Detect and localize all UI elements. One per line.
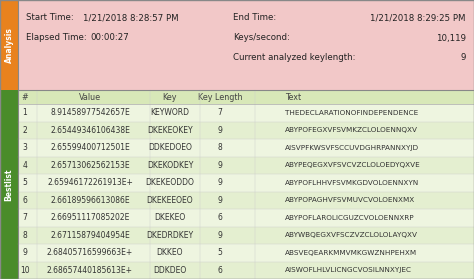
Text: 9: 9 xyxy=(218,178,222,187)
Text: 2.67115879404954E: 2.67115879404954E xyxy=(50,231,130,240)
Text: ABYPOFEGXVFSVMKZCLOLOENNQXV: ABYPOFEGXVFSVMKZCLOLOENNQXV xyxy=(285,127,418,133)
Text: 2.68657440185613E+: 2.68657440185613E+ xyxy=(47,266,133,275)
Text: 7: 7 xyxy=(218,108,222,117)
Text: ABYPOPAGHVFSVMUVCVOLOENXMX: ABYPOPAGHVFSVMUVCVOLOENXMX xyxy=(285,197,415,203)
Bar xyxy=(18,157,474,174)
Text: AISWOFLHLVLICNGCVOSILNNXYJEC: AISWOFLHLVLICNGCVOSILNNXYJEC xyxy=(285,267,412,273)
Text: 2: 2 xyxy=(23,126,27,135)
Text: 6: 6 xyxy=(23,196,27,205)
Text: DKEKEOKEY: DKEKEOKEY xyxy=(147,126,193,135)
Text: 2.65449346106438E: 2.65449346106438E xyxy=(50,126,130,135)
Text: ABYWBQEGXVFSCZVZCLOLOLAYQXV: ABYWBQEGXVFSCZVZCLOLOLAYQXV xyxy=(285,232,418,238)
Text: DKEKEODDO: DKEKEODDO xyxy=(146,178,194,187)
Text: Text: Text xyxy=(285,93,301,102)
Text: 1: 1 xyxy=(23,108,27,117)
Text: 00:00:27: 00:00:27 xyxy=(90,33,129,42)
Text: DKEDRDKEY: DKEDRDKEY xyxy=(146,231,193,240)
Text: AISVPFKWSVFSCCUVDGHRPANNXYJD: AISVPFKWSVFSCCUVDGHRPANNXYJD xyxy=(285,145,419,151)
Text: 9: 9 xyxy=(461,54,466,62)
Bar xyxy=(18,261,474,279)
Text: DDKEDOEO: DDKEDOEO xyxy=(148,143,192,152)
Text: #: # xyxy=(22,93,28,102)
Text: 9: 9 xyxy=(218,126,222,135)
Text: 2.68405716599663E+: 2.68405716599663E+ xyxy=(47,248,133,257)
Bar xyxy=(18,90,474,104)
Text: 1/21/2018 8:29:25 PM: 1/21/2018 8:29:25 PM xyxy=(371,13,466,23)
Text: Value: Value xyxy=(79,93,101,102)
Text: 7: 7 xyxy=(23,213,27,222)
Text: ABYPEQEGXVFSVCVZCLOLOEDYQXVE: ABYPEQEGXVFSVCVZCLOLOEDYQXVE xyxy=(285,162,421,168)
Bar xyxy=(0,0,18,90)
Text: Elapsed Time:: Elapsed Time: xyxy=(26,33,87,42)
Text: Start Time:: Start Time: xyxy=(26,13,74,23)
Text: End Time:: End Time: xyxy=(233,13,276,23)
Text: 2.65599400712501E: 2.65599400712501E xyxy=(50,143,130,152)
Text: 2.66951117085202E: 2.66951117085202E xyxy=(50,213,130,222)
Text: 5: 5 xyxy=(23,178,27,187)
Bar xyxy=(18,0,474,90)
Text: 10: 10 xyxy=(20,266,30,275)
Bar xyxy=(18,121,474,139)
Text: 8: 8 xyxy=(23,231,27,240)
Text: Analysis: Analysis xyxy=(4,27,13,63)
Text: Key: Key xyxy=(163,93,177,102)
Text: 5: 5 xyxy=(218,248,222,257)
Text: 10,119: 10,119 xyxy=(436,33,466,42)
Bar xyxy=(18,227,474,244)
Text: Bestlist: Bestlist xyxy=(4,168,13,201)
Text: 9: 9 xyxy=(218,196,222,205)
Text: DKEKEEOEO: DKEKEEOEO xyxy=(146,196,193,205)
Text: ABYPOFLHHVFSVMKGDVOLOENNXYN: ABYPOFLHHVFSVMKGDVOLOENNXYN xyxy=(285,180,419,186)
Text: THEDECLARATIONOFINDEPENDENCE: THEDECLARATIONOFINDEPENDENCE xyxy=(285,110,418,116)
Text: 6: 6 xyxy=(218,213,222,222)
Text: 9: 9 xyxy=(218,161,222,170)
Text: DDKDEO: DDKDEO xyxy=(154,266,187,275)
Text: 2.65713062562153E: 2.65713062562153E xyxy=(50,161,130,170)
Text: ABYPOFLAROLICGUZCVOLOENNXRP: ABYPOFLAROLICGUZCVOLOENNXRP xyxy=(285,215,415,221)
Text: Keys/second:: Keys/second: xyxy=(233,33,290,42)
Text: DKEKODKEY: DKEKODKEY xyxy=(147,161,193,170)
Text: 6: 6 xyxy=(218,266,222,275)
Text: DKKEO: DKKEO xyxy=(157,248,183,257)
Text: 1/21/2018 8:28:57 PM: 1/21/2018 8:28:57 PM xyxy=(83,13,179,23)
Text: 2.65946172261913E+: 2.65946172261913E+ xyxy=(47,178,133,187)
Text: DKEKEO: DKEKEO xyxy=(155,213,186,222)
Text: ABSVEQEARKMMVMKGWZNHPEHXM: ABSVEQEARKMMVMKGWZNHPEHXM xyxy=(285,250,417,256)
Text: 9: 9 xyxy=(23,248,27,257)
Text: 8: 8 xyxy=(218,143,222,152)
Text: KEYWORD: KEYWORD xyxy=(151,108,190,117)
Text: Key Length: Key Length xyxy=(198,93,242,102)
Text: 2.66189596613086E: 2.66189596613086E xyxy=(50,196,130,205)
Bar xyxy=(0,90,18,279)
Bar xyxy=(18,191,474,209)
Text: 3: 3 xyxy=(23,143,27,152)
Text: 8.91458977542657E: 8.91458977542657E xyxy=(50,108,130,117)
Bar xyxy=(18,90,474,279)
Text: Current analyzed keylength:: Current analyzed keylength: xyxy=(233,54,356,62)
Text: 4: 4 xyxy=(23,161,27,170)
Text: 9: 9 xyxy=(218,231,222,240)
